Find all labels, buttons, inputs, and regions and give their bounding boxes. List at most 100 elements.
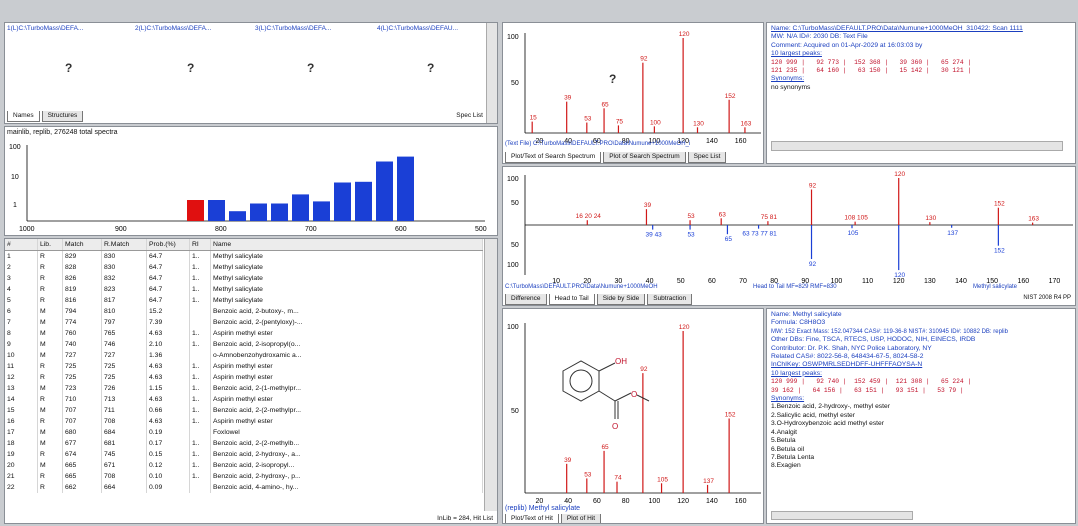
table-row[interactable]: 21 R 665 708 0.10 1.. Benzoic acid, 2-hydroxy-… (5, 471, 483, 482)
tab-difference[interactable]: Difference (505, 294, 547, 305)
table-cell: Aspirin methyl ester (210, 361, 483, 372)
tab-plot-text-hit[interactable]: Plot/Text of Hit (505, 514, 559, 523)
tab-plot-hit[interactable]: Plot of Hit (560, 514, 602, 523)
col-name[interactable]: Name (210, 239, 483, 251)
col-match[interactable]: Match (62, 239, 102, 251)
table-cell: 4.63 (146, 394, 190, 405)
table-cell: Benzoic acid, 4-amino-, hy... (210, 482, 483, 493)
col-rmatch[interactable]: R.Match (101, 239, 147, 251)
table-cell: M (37, 438, 63, 449)
ss-peak-label: 75 (616, 118, 624, 125)
table-row[interactable]: 15 M 707 711 0.66 1.. Benzoic acid, 2-(2-methy… (5, 405, 483, 416)
table-cell: 14 (5, 394, 38, 405)
file-header-3[interactable]: 3(L)C:\TurboMass\DEFA... (255, 25, 332, 32)
col-number[interactable]: # (5, 239, 38, 251)
ht-top-label: 92 (809, 182, 817, 189)
hist-ylabel-1: 1 (13, 202, 17, 209)
tab-head-to-tail[interactable]: Head to Tail (548, 294, 595, 305)
table-row[interactable]: 22 R 662 664 0.09 Benzoic acid, 4-amino-, hy.… (5, 482, 483, 493)
compound-inchikey[interactable]: InChIKey: OSWPMRLSEDHDFF-UHFFFAOYSA-N (771, 361, 923, 369)
table-row[interactable]: 11 R 725 725 4.63 1.. Aspirin methyl ester (5, 361, 483, 372)
synonym-5: 5.Betula (771, 437, 796, 445)
compound-info-pane: Name: Methyl salicylate Formula: C8H8O3 … (766, 308, 1076, 524)
table-row[interactable]: 16 R 707 708 4.63 1.. Aspirin methyl ester (5, 416, 483, 427)
table-cell: 830 (101, 262, 147, 273)
table-cell: 11 (5, 361, 38, 372)
table-row[interactable]: 14 R 710 713 4.63 1.. Aspirin methyl ester (5, 394, 483, 405)
ss-x-tick: 60 (593, 138, 601, 145)
table-cell: 19 (5, 449, 38, 460)
ht-top-label: 130 (925, 215, 936, 222)
table-cell: 830 (101, 250, 147, 262)
table-row[interactable]: 7 M 774 797 7.39 Benzoic acid, 2-(pentyloxy)-… (5, 317, 483, 328)
ht-bottom-label: 105 (848, 230, 859, 237)
histogram-bar (355, 181, 372, 221)
table-cell (189, 482, 211, 493)
table-row[interactable]: 4 R 819 823 64.7 1.. Methyl salicylate (5, 284, 483, 295)
table-cell: 6 (5, 306, 38, 317)
ht-top-label: 108 105 (844, 215, 868, 222)
table-row[interactable]: 20 M 665 671 0.12 1.. Benzoic acid, 2-isopropy… (5, 460, 483, 471)
file-header-4[interactable]: 4(L)C:\TurboMass\DEFAU... (377, 25, 459, 32)
synonym-7: 7.Betula Lenta (771, 453, 815, 461)
table-cell: 711 (101, 405, 147, 416)
table-cell: 1.. (189, 449, 211, 460)
tab-plot-text-search[interactable]: Plot/Text of Search Spectrum (505, 152, 602, 163)
table-row[interactable]: 19 R 674 745 0.15 1.. Benzoic acid, 2-hydroxy-… (5, 449, 483, 460)
table-cell: M (37, 317, 63, 328)
table-cell: 725 (101, 361, 147, 372)
table-cell (189, 317, 211, 328)
ss-peak-label: 100 (650, 119, 661, 126)
table-row[interactable]: 1 R 829 830 64.7 1.. Methyl salicylate (5, 250, 483, 262)
tab-side-by-side[interactable]: Side by Side (596, 294, 646, 305)
tab-structures[interactable]: Structures (41, 111, 84, 122)
compound-related-cas: Related CAS#: 8022-56-8, 648434-67-5, 80… (771, 353, 924, 361)
spec-list-label[interactable]: Spec List (456, 112, 483, 119)
table-row[interactable]: 9 M 740 746 2.10 1.. Benzoic acid, 2-isopropyl… (5, 339, 483, 350)
ss-peak-label: 130 (693, 120, 704, 127)
library-spectrum-pane: 100 50 20 40 60 80 100 120 140 160 120 92 65 152 39… (502, 308, 764, 524)
hist-xlabel-1000: 1000 (19, 226, 35, 233)
table-cell: 10 (5, 350, 38, 361)
struct-label-o-ether: O (631, 390, 637, 399)
table-row[interactable]: 5 R 816 817 64.7 1.. Methyl salicylate (5, 295, 483, 306)
table-cell: 0.12 (146, 460, 190, 471)
table-cell: 760 (62, 328, 102, 339)
scrollbar-vertical[interactable] (486, 23, 497, 123)
table-row[interactable]: 12 R 725 725 4.63 1.. Aspirin methyl ester (5, 372, 483, 383)
col-lib[interactable]: Lib. (37, 239, 63, 251)
table-cell: 3 (5, 273, 38, 284)
table-row[interactable]: 13 M 723 726 1.15 1.. Benzoic acid, 2-(1-methy… (5, 383, 483, 394)
tab-subtraction[interactable]: Subtraction (647, 294, 693, 305)
table-cell: 9 (5, 339, 38, 350)
file-header-2[interactable]: 2(L)C:\TurboMass\DEFA... (135, 25, 212, 32)
scrollbar-horizontal[interactable] (771, 511, 913, 520)
col-ri[interactable]: RI (189, 239, 211, 251)
search-file-line: (Text File) C:\TurboMass\DEFAULT.PRO\Dat… (505, 141, 691, 147)
table-cell: 774 (62, 317, 102, 328)
compound-largest-peaks-label: 10 largest peaks: (771, 369, 822, 377)
table-cell: 740 (62, 339, 102, 350)
scrollbar-vertical[interactable] (484, 239, 497, 511)
tab-names[interactable]: Names (7, 111, 40, 122)
tab-spec-list[interactable]: Spec List (687, 152, 727, 163)
table-row[interactable]: 10 M 727 727 1.36 o-Amnobenzohydroxamic a... (5, 350, 483, 361)
table-row[interactable]: 2 R 828 830 64.7 1.. Methyl salicylate (5, 262, 483, 273)
table-cell: 1.. (189, 438, 211, 449)
ht-ylabel-50-top: 50 (511, 200, 519, 207)
search-comment-line: Comment: Acquired on 01-Apr-2029 at 16:0… (771, 41, 923, 49)
scrollbar-horizontal[interactable] (771, 141, 1063, 151)
table-row[interactable]: 17 M 680 684 0.19 Foxlowel (5, 427, 483, 438)
table-cell: 1.. (189, 405, 211, 416)
col-prob[interactable]: Prob.(%) (146, 239, 190, 251)
ht-bottom-label: 120 (894, 272, 905, 279)
table-row[interactable]: 6 M 794 810 15.2 Benzoic acid, 2-butoxy-, m..… (5, 306, 483, 317)
table-row[interactable]: 8 M 760 765 4.63 1.. Aspirin methyl ester (5, 328, 483, 339)
file-header-1[interactable]: 1(L)C:\TurboMass\DEFA... (7, 25, 84, 32)
table-row[interactable]: 18 M 677 681 0.17 1.. Benzoic acid, 2-(2-methy… (5, 438, 483, 449)
table-row[interactable]: 3 R 826 832 64.7 1.. Methyl salicylate (5, 273, 483, 284)
lib-peak-label: 92 (640, 366, 648, 373)
tab-plot-search[interactable]: Plot of Search Spectrum (603, 152, 686, 163)
